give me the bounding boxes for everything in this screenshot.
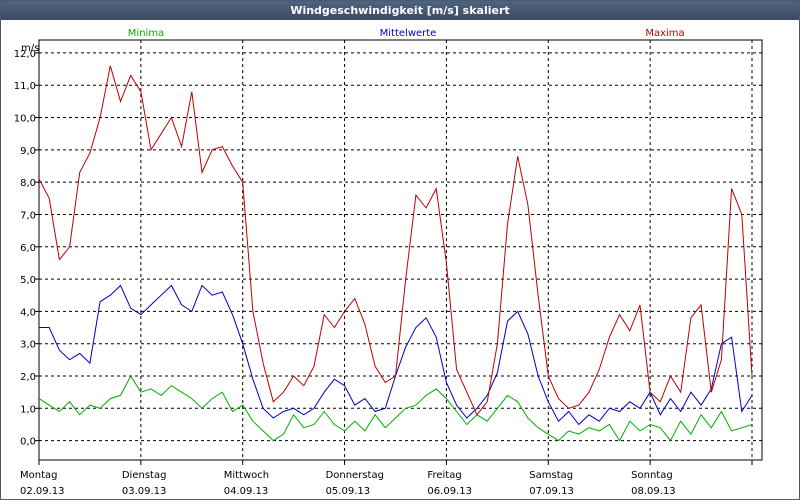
y-tick-label: 0,0: [20, 437, 36, 448]
legend: Minima Mittelwerte Maxima: [128, 28, 685, 39]
y-tick-label: 10,0: [14, 114, 36, 125]
x-date-label: 06.09.13: [427, 486, 472, 497]
x-date-label: 08.09.13: [631, 486, 676, 497]
y-tick-label: 9,0: [20, 146, 36, 157]
series-lines: [38, 65, 753, 442]
x-day-label: Freitag: [427, 470, 461, 481]
y-tick-label: 6,0: [20, 243, 36, 254]
y-tick-label: 3,0: [20, 340, 36, 351]
x-day-label: Samstag: [529, 470, 573, 481]
title-bar: Windgeschwindigkeit [m/s] skaliert: [1, 1, 799, 20]
x-day-label: Montag: [20, 470, 57, 481]
x-day-label: Dienstag: [122, 470, 167, 481]
legend-item-minima: Minima: [128, 28, 164, 39]
series-line-minima: [38, 374, 753, 442]
x-day-label: Donnerstag: [326, 470, 384, 481]
y-tick-label: 2,0: [20, 372, 36, 383]
y-tick-label: 5,0: [20, 275, 36, 286]
plot-area: [38, 39, 763, 461]
y-axis: 0,0 1,0 2,0 3,0 4,0 5,0 6,0 7,0 8,0 9,0 10,0 11,0 12…: [14, 49, 39, 448]
x-date-label: 05.09.13: [326, 486, 371, 497]
y-tick-label: 7,0: [20, 210, 36, 221]
x-day-label: Sonntag: [631, 470, 673, 481]
legend-item-mittelwerte: Mittelwerte: [380, 28, 437, 39]
x-axis: Montag 02.09.13 Dienstag 03.09.13 Mittwoch 04…: [20, 460, 753, 497]
y-tick-label: 8,0: [20, 178, 36, 189]
x-date-label: 02.09.13: [20, 486, 65, 497]
legend-item-maxima: Maxima: [645, 28, 684, 39]
y-axis-unit-label: m/s: [21, 43, 39, 54]
y-tick-label: 11,0: [14, 81, 36, 92]
x-day-label: Mittwoch: [224, 470, 269, 481]
y-tick-label: 4,0: [20, 307, 36, 318]
y-tick-label: 1,0: [20, 404, 36, 415]
x-date-label: 03.09.13: [122, 486, 167, 497]
x-date-label: 07.09.13: [529, 486, 574, 497]
series-line-maxima: [38, 65, 753, 416]
y-tick-label: 12,0: [14, 49, 36, 60]
x-date-label: 04.09.13: [224, 486, 269, 497]
